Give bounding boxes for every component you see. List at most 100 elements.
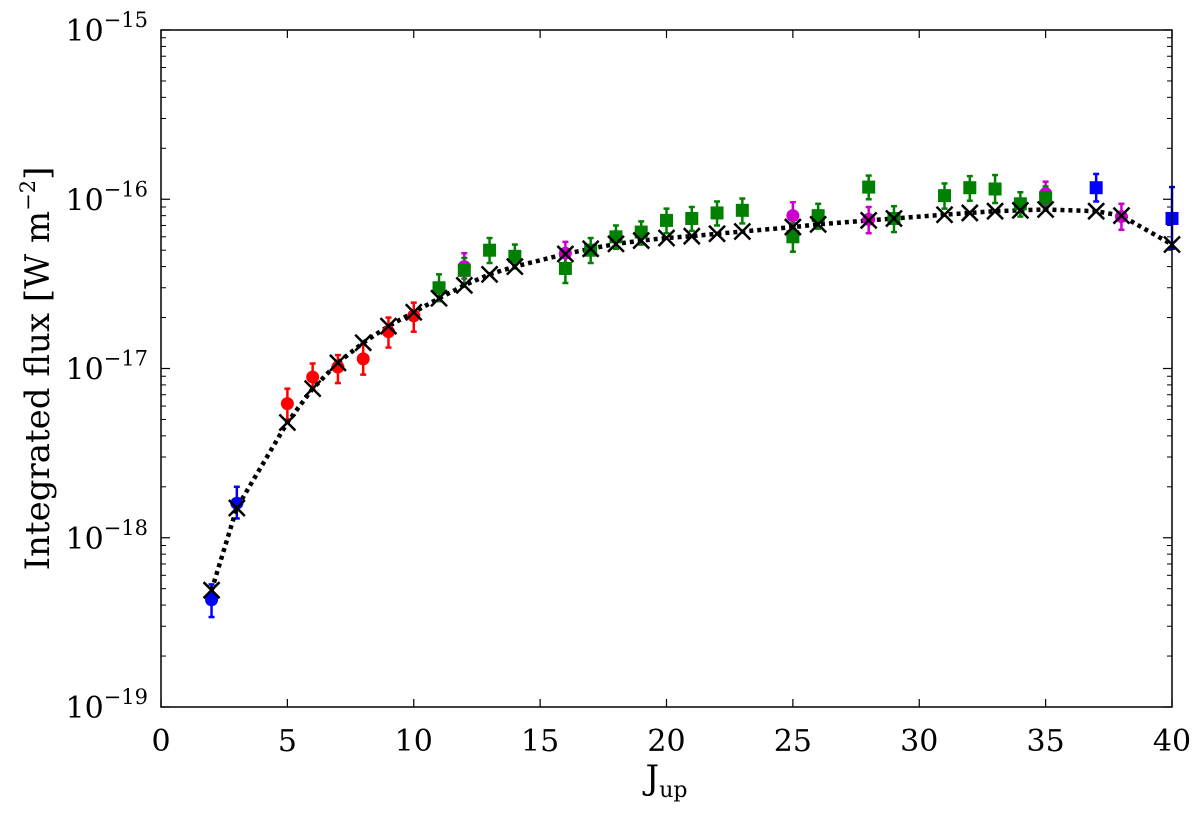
- data-point-circle: [331, 360, 345, 374]
- model-x-stroke: [935, 205, 954, 224]
- model-point-x: [430, 289, 448, 308]
- data-point-square: [1089, 181, 1103, 195]
- y-tick-exponent: −16: [104, 177, 148, 201]
- data-point-square: [963, 181, 977, 195]
- model-point-x: [202, 581, 221, 600]
- x-tick-label: 15: [521, 724, 559, 759]
- model-x-stroke: [1011, 201, 1030, 220]
- model-x-stroke: [733, 222, 752, 241]
- model-x-stroke: [859, 211, 878, 230]
- y-axis-label-superscript: −2: [16, 180, 40, 211]
- x-tick-label: 5: [278, 724, 297, 759]
- model-x-stroke: [404, 303, 423, 322]
- y-tick-label: 10−16: [65, 177, 148, 218]
- model-point-x: [733, 222, 752, 241]
- model-point-x: [657, 229, 676, 247]
- model-x-stroke: [632, 231, 651, 250]
- x-axis-label-subscript: up: [659, 778, 687, 803]
- x-axis-label-main: J: [643, 758, 660, 798]
- y-tick-label: 10−17: [65, 347, 148, 388]
- model-point-x: [480, 265, 499, 284]
- data-point-square: [685, 211, 699, 225]
- model-point-x: [1087, 202, 1106, 221]
- model-x-stroke: [379, 317, 398, 336]
- model-point-x: [581, 239, 600, 258]
- x-tick-label: 35: [1027, 724, 1065, 759]
- model-point-x: [682, 227, 701, 246]
- model-point-x: [1112, 206, 1131, 225]
- model-x-stroke: [783, 218, 802, 236]
- model-x-stroke: [1112, 206, 1131, 225]
- y-tick-base: 10: [65, 183, 103, 218]
- data-point-square: [735, 203, 749, 217]
- model-point-x: [505, 257, 524, 276]
- model-point-x: [556, 245, 575, 263]
- model-point-x: [859, 211, 878, 230]
- model-x-stroke: [278, 413, 297, 432]
- model-x-stroke: [708, 224, 726, 243]
- model-x-stroke: [1087, 202, 1106, 221]
- y-tick-label: 10−15: [65, 8, 148, 49]
- model-point-x: [379, 317, 398, 336]
- model-x-stroke: [227, 499, 246, 517]
- y-tick-base: 10: [65, 353, 103, 388]
- model-point-x: [329, 353, 347, 372]
- data-point-circle: [280, 397, 294, 411]
- model-point-x: [783, 218, 802, 236]
- data-point-square: [710, 206, 724, 220]
- data-point-circle: [356, 352, 370, 366]
- data-point-square: [634, 225, 648, 239]
- model-x-stroke: [303, 379, 322, 398]
- model-x-stroke: [354, 333, 373, 352]
- x-tick-label: 10: [395, 724, 433, 759]
- y-tick-base: 10: [65, 522, 103, 557]
- x-tick-label: 25: [774, 724, 812, 759]
- y-tick-exponent: −15: [104, 8, 148, 32]
- y-tick-exponent: −18: [104, 516, 148, 540]
- model-x-stroke: [480, 265, 499, 284]
- data-point-circle: [407, 309, 421, 323]
- data-point-square: [457, 263, 471, 277]
- model-x-stroke: [556, 245, 575, 263]
- y-tick-base: 10: [65, 691, 103, 726]
- data-point-square: [508, 249, 522, 263]
- y-tick-label: 10−19: [65, 685, 148, 726]
- model-x-stroke: [809, 215, 828, 234]
- model-markers: [202, 200, 1181, 600]
- model-point-x: [354, 333, 373, 352]
- data-point-square: [483, 243, 497, 257]
- data-point-circle: [786, 209, 800, 223]
- y-tick-exponent: −17: [104, 347, 148, 371]
- model-point-x: [809, 215, 828, 234]
- model-x-stroke: [960, 204, 979, 222]
- data-point-square: [786, 230, 800, 244]
- model-point-x: [303, 379, 322, 398]
- model-x-stroke: [607, 234, 625, 253]
- data-point-square: [1039, 191, 1053, 205]
- model-point-x: [607, 234, 625, 253]
- tick-labels: 0 5 10 15 20 25 30 35 4010−1910−1810−1710−1610−1…: [65, 8, 1191, 759]
- model-point-x: [227, 499, 246, 517]
- model-point-x: [708, 224, 726, 243]
- model-x-stroke: [986, 202, 1004, 221]
- model-x-stroke: [329, 353, 347, 372]
- model-x-stroke: [455, 276, 474, 295]
- axis-ticks: [160, 29, 1173, 708]
- data-point-circle: [205, 593, 219, 607]
- data-point-square: [432, 281, 446, 295]
- data-point-square: [938, 189, 952, 203]
- model-x-stroke: [505, 257, 524, 276]
- y-tick-label: 10−18: [65, 516, 148, 557]
- model-point-x: [404, 303, 423, 322]
- model-point-x: [935, 205, 954, 224]
- data-point-square: [988, 182, 1002, 196]
- model-point-x: [885, 209, 903, 228]
- y-axis-label: Integrated flux [W m−2]: [16, 167, 58, 571]
- data-point-circle: [306, 370, 320, 384]
- x-tick-label: 20: [647, 724, 685, 759]
- model-x-stroke: [202, 581, 221, 600]
- y-tick-exponent: −19: [104, 685, 148, 709]
- data-point-square: [811, 209, 825, 223]
- model-point-x: [632, 231, 651, 250]
